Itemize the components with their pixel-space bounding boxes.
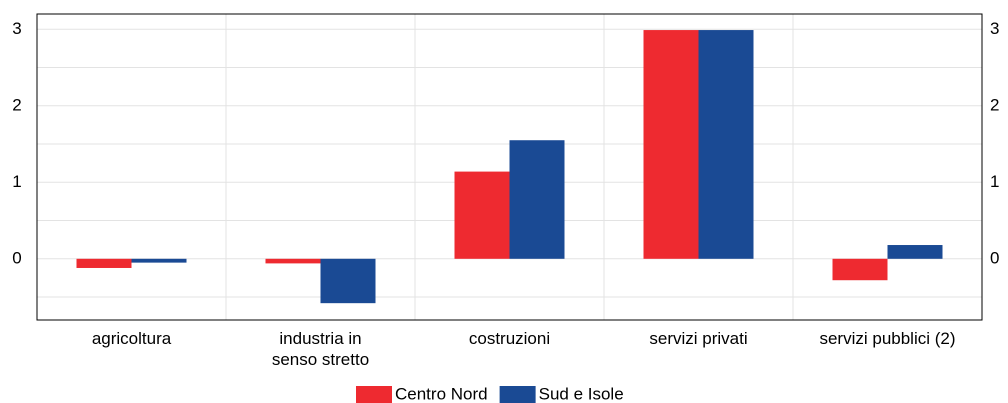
y-tick-label: 3: [12, 19, 21, 38]
x-tick-label: industria in senso stretto: [271, 329, 370, 369]
y2-tick-label: 3: [990, 19, 999, 38]
legend-swatch: [356, 386, 392, 403]
bar: [454, 171, 510, 259]
x-tick-label: costruzioni: [468, 329, 551, 348]
bar: [320, 258, 376, 304]
y-tick-label: 0: [12, 248, 21, 267]
bar: [887, 245, 943, 259]
x-tick-label: servizi pubblici (2): [819, 329, 956, 348]
y2-tick-label: 2: [990, 95, 999, 114]
bar: [832, 258, 888, 281]
plot-frame: [36, 13, 983, 321]
bar: [643, 30, 699, 259]
legend-label: Centro Nord: [395, 384, 488, 403]
bar: [509, 140, 565, 259]
bar: [265, 258, 321, 264]
y2-tick-label: 1: [990, 172, 999, 191]
bar: [698, 30, 754, 259]
y-tick-label: 1: [12, 172, 21, 191]
x-tick-label: servizi privati: [649, 329, 748, 348]
y-tick-label: 2: [12, 95, 21, 114]
x-tick-label: agricoltura: [91, 329, 172, 348]
y2-tick-label: 0: [990, 248, 999, 267]
legend-swatch: [499, 386, 536, 403]
bar: [131, 258, 187, 263]
bar: [76, 258, 132, 268]
legend-label: Sud e Isole: [539, 384, 624, 403]
